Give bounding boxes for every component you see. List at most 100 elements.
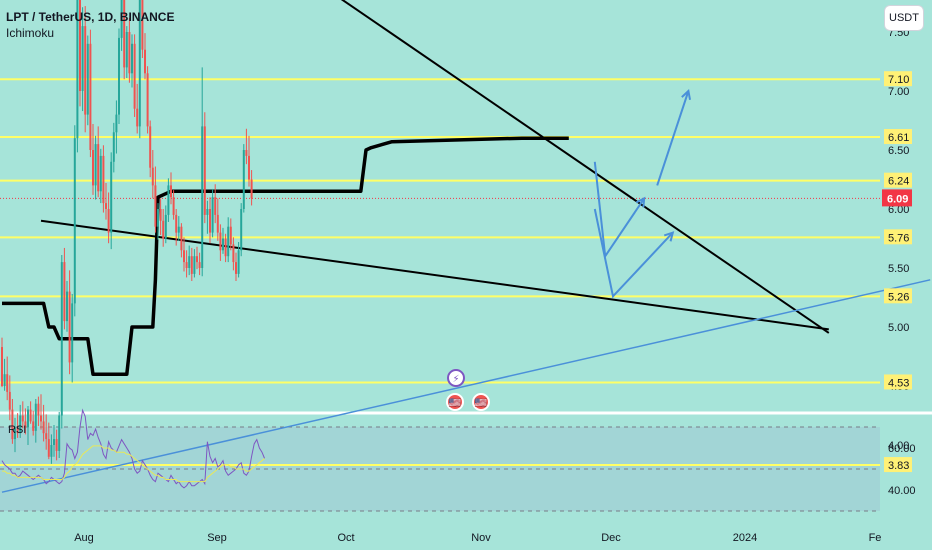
candle-body (149, 126, 152, 168)
candle-body (136, 108, 139, 127)
candle-body (185, 262, 188, 268)
candle-body (196, 256, 198, 263)
candle-body (8, 391, 11, 410)
candle-body (29, 409, 32, 422)
currency-button[interactable]: USDT (884, 5, 924, 31)
candle-body (40, 415, 42, 422)
ichimoku-baseline (2, 136, 569, 376)
candle-body (34, 403, 37, 431)
candle-body (211, 197, 214, 233)
projection-arrow-head (663, 231, 675, 242)
projection-arrow-head (681, 89, 692, 101)
y-tick-label: 6.50 (888, 145, 909, 157)
trendline-descending-resistance (340, 0, 830, 334)
candle-body (73, 138, 76, 304)
event-us-flag-icon[interactable]: 🇺🇸 (472, 393, 490, 411)
candle-body (14, 427, 16, 440)
rsi-tick-label: 60.00 (888, 443, 916, 455)
event-us-flag-icon[interactable]: 🇺🇸 (446, 393, 464, 411)
candle-body (227, 226, 230, 257)
price-level-tag (884, 172, 912, 188)
candle-body (92, 150, 94, 186)
rsi-ma-line (2, 445, 265, 483)
current-price-tag (882, 189, 912, 207)
price-level-label: 6.24 (888, 176, 909, 188)
candle-body (229, 226, 232, 245)
candle-body (89, 43, 92, 150)
candle-body (157, 209, 159, 227)
candle-body (193, 256, 196, 274)
candle-body (162, 220, 165, 239)
candle-body (209, 209, 211, 233)
candle-body (151, 167, 154, 186)
price-level-tag (884, 374, 912, 390)
candle-body (214, 197, 217, 215)
candle-body (60, 262, 63, 416)
price-level-label: 5.26 (888, 291, 909, 303)
candle-body (242, 150, 245, 209)
candle-body (66, 291, 68, 322)
candle-body (141, 0, 144, 50)
price-level-label: 3.83 (888, 460, 909, 472)
candle-body (32, 421, 35, 431)
candle-body (237, 250, 240, 274)
candle-body (144, 49, 146, 74)
candle-body (206, 209, 209, 215)
candles (1, 0, 253, 464)
x-tick-label: 2024 (733, 532, 757, 544)
candle-body (94, 144, 97, 186)
candle-body (188, 256, 191, 268)
candle-body (45, 433, 48, 440)
candle-body (167, 185, 170, 215)
candle-body (245, 150, 248, 156)
candle-body (115, 114, 118, 133)
indicator-label[interactable]: Ichimoku (6, 26, 55, 40)
candle-body (219, 232, 222, 251)
candle-body (21, 415, 24, 422)
price-level-label: 6.61 (888, 132, 909, 144)
candle-body (120, 0, 123, 38)
rsi-pane-label[interactable]: RSI (8, 424, 27, 436)
candle-body (133, 43, 136, 109)
candle-body (177, 226, 180, 233)
event-bolt-icon[interactable]: ⚡ (447, 369, 465, 387)
candle-body (84, 26, 87, 115)
price-level-label: 4.53 (888, 377, 909, 389)
candle-body (16, 427, 19, 434)
candle-body (6, 374, 9, 392)
candle-body (154, 185, 157, 227)
y-tick-label: 5.00 (888, 322, 909, 334)
candle-body (198, 262, 201, 268)
candle-body (81, 26, 84, 92)
candle-body (76, 0, 79, 139)
candle-body (201, 126, 204, 269)
chart-header: LPT / TetherUS, 1D, BINANCE Ichimoku (6, 9, 174, 41)
projection-arrow (593, 161, 646, 260)
candle-body (146, 73, 149, 127)
rsi-tick-label: 40.00 (888, 485, 916, 497)
candle-body (250, 179, 253, 199)
price-level-label: 5.76 (888, 232, 909, 244)
price-level-label: 7.10 (888, 74, 909, 86)
candle-body (58, 415, 61, 451)
candle-body (180, 226, 183, 251)
candle-body (3, 374, 6, 386)
candle-body (175, 214, 178, 233)
x-tick-label: Fe (869, 532, 882, 544)
symbol-title[interactable]: LPT / TetherUS, 1D, BINANCE (6, 10, 175, 24)
projection-arrow-head (635, 196, 646, 208)
price-level-tag (884, 129, 912, 145)
candle-body (47, 439, 50, 457)
candle-body (131, 43, 133, 74)
candle-body (138, 0, 141, 127)
candle-body (232, 244, 235, 263)
candle-body (164, 214, 167, 239)
projection-arrow (656, 90, 690, 186)
candle-body (53, 439, 55, 445)
current-price-label: 6.09 (887, 193, 908, 205)
candle-body (37, 403, 40, 416)
y-tick-label: 5.50 (888, 263, 909, 275)
candle-body (112, 132, 115, 162)
candle-body (190, 256, 193, 274)
